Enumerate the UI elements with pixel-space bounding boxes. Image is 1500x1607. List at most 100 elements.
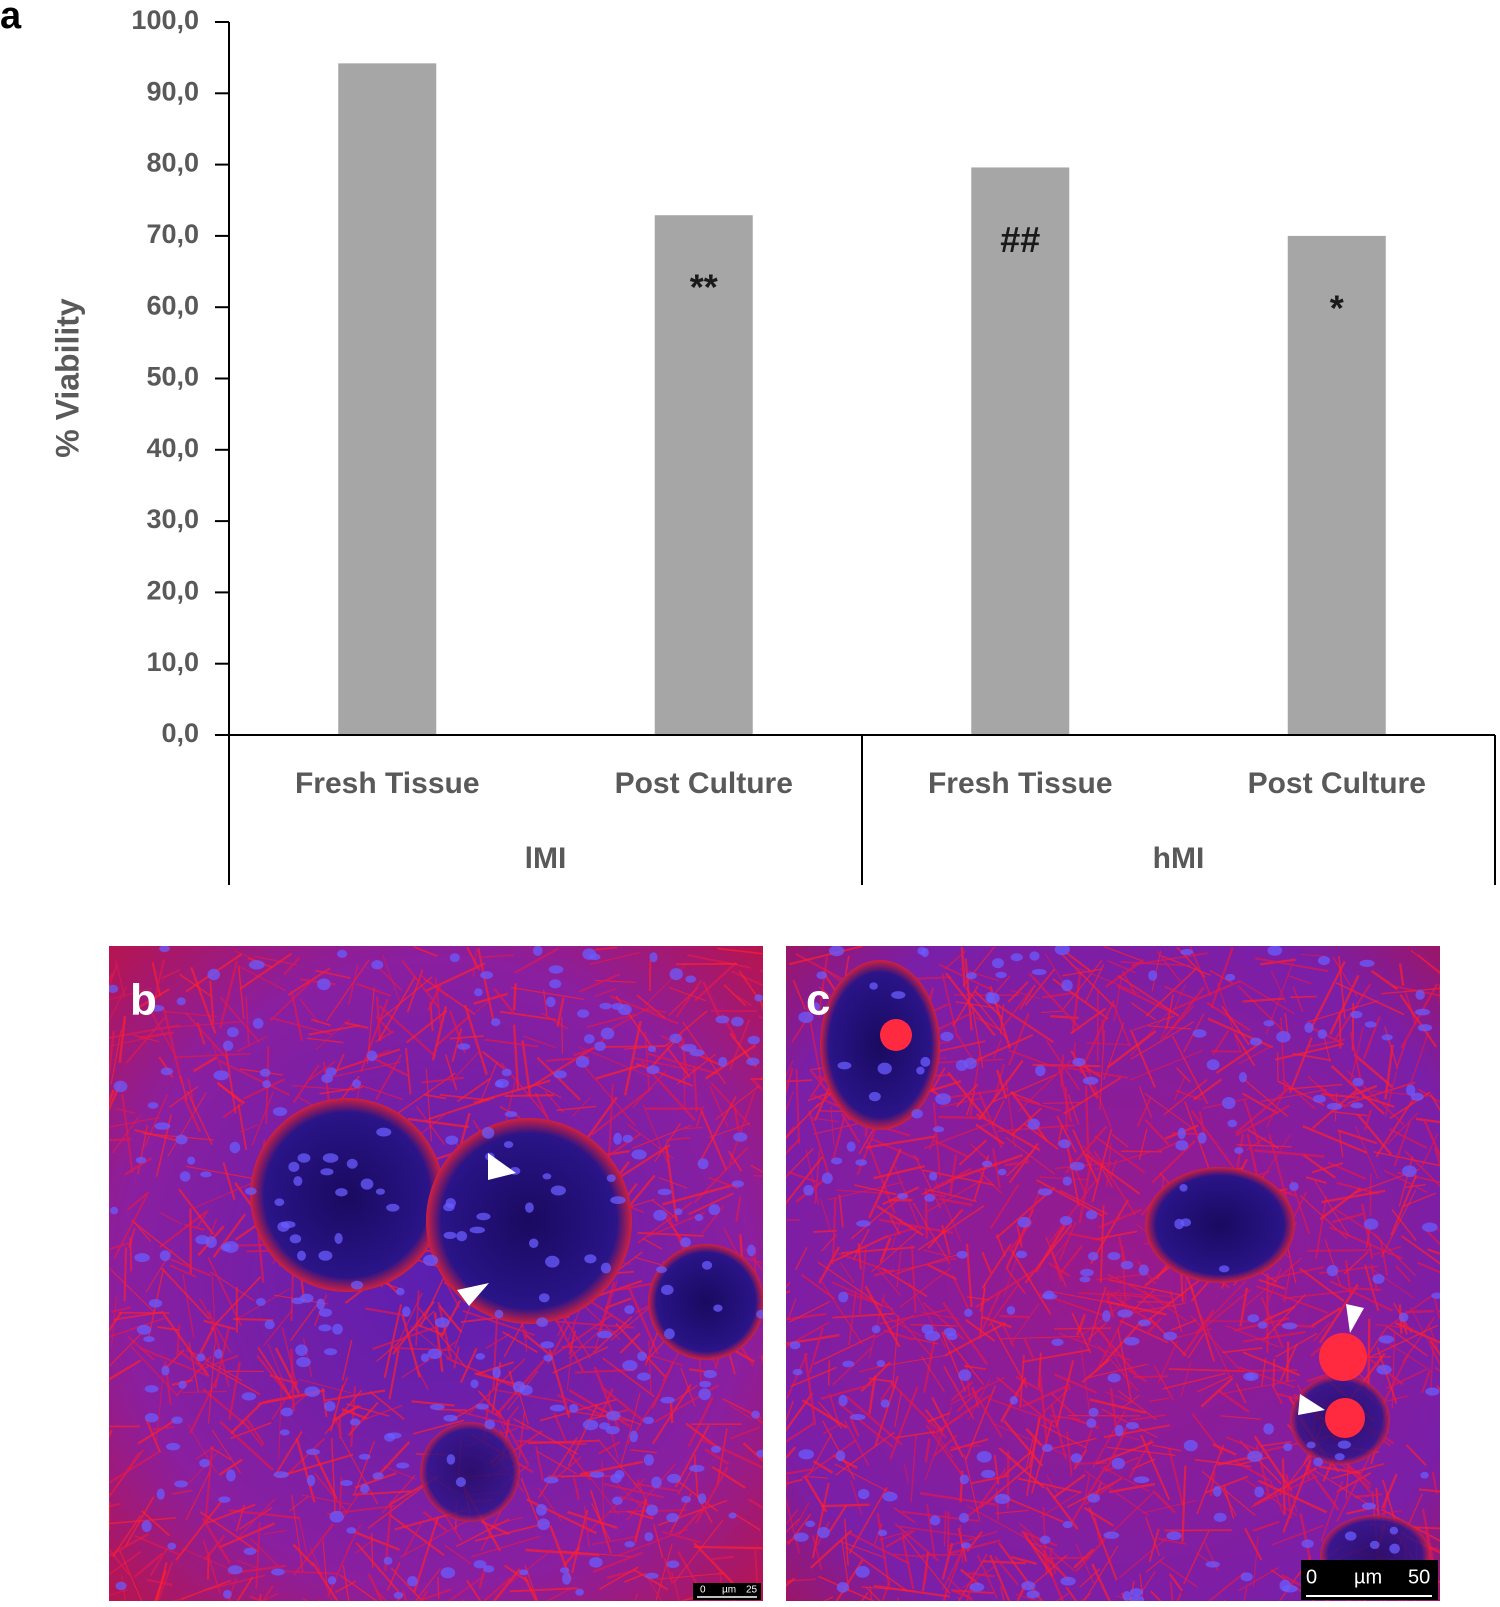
fiber <box>1073 1548 1095 1569</box>
nucleus <box>1107 1252 1121 1261</box>
fiber <box>1007 981 1029 1003</box>
nucleus <box>1058 1139 1071 1149</box>
fiber <box>658 1176 688 1189</box>
fiber <box>113 1310 164 1321</box>
fiber <box>594 1327 618 1333</box>
fiber <box>112 1514 142 1558</box>
fiber <box>389 1513 445 1556</box>
nucleus <box>271 1568 285 1576</box>
fiber <box>459 1348 478 1383</box>
nucleus <box>817 1527 830 1539</box>
nucleus <box>1079 1276 1091 1283</box>
nucleus <box>296 1356 311 1368</box>
nucleus <box>1398 1312 1409 1322</box>
fiber <box>1438 984 1440 1005</box>
nucleus <box>175 1134 188 1145</box>
fiber <box>124 1157 153 1176</box>
fiber <box>800 1273 836 1300</box>
fiber <box>236 1035 268 1053</box>
fiber <box>947 1577 973 1601</box>
fiber <box>1134 1571 1156 1601</box>
nucleus <box>685 975 697 983</box>
fiber <box>1171 1132 1205 1136</box>
fiber <box>598 1441 621 1455</box>
fiber <box>522 1035 557 1049</box>
fiber <box>603 1482 665 1499</box>
nucleus <box>921 1324 934 1335</box>
fiber <box>1350 1287 1382 1291</box>
nucleus <box>528 1238 539 1249</box>
fiber <box>223 1043 237 1114</box>
fiber <box>1060 1054 1065 1087</box>
fiber <box>1010 1091 1040 1105</box>
fiber <box>885 1529 915 1549</box>
fiber <box>289 1298 322 1342</box>
nucleus <box>469 1226 486 1234</box>
fiber <box>1057 1124 1063 1146</box>
fiber <box>255 1521 261 1589</box>
fiber <box>852 1228 870 1261</box>
nucleus <box>803 1184 814 1196</box>
fiber <box>1010 1249 1052 1315</box>
fiber <box>921 1180 954 1195</box>
fiber <box>786 1068 794 1096</box>
fiber <box>1118 1390 1157 1421</box>
nucleus <box>200 1171 212 1178</box>
nucleus <box>1267 946 1283 956</box>
fiber <box>491 1516 523 1526</box>
fiber <box>1429 1346 1440 1367</box>
fiber <box>1376 1347 1398 1404</box>
fiber <box>1103 1022 1125 1081</box>
fiber <box>1436 1384 1440 1392</box>
fiber <box>994 1556 1019 1586</box>
fiber <box>1003 1451 1032 1476</box>
fiber <box>574 1368 635 1374</box>
nucleus <box>272 1107 288 1117</box>
fiber <box>708 1555 735 1561</box>
arrowhead <box>1346 1304 1364 1333</box>
nucleus <box>1363 1218 1379 1230</box>
fiber <box>109 1429 113 1439</box>
nucleus <box>280 1407 294 1417</box>
fiber <box>1010 1107 1042 1136</box>
fiber <box>982 1560 1026 1565</box>
fiber <box>451 1028 463 1063</box>
nucleus <box>1061 979 1073 992</box>
fiber <box>1205 1475 1249 1494</box>
fiber <box>1242 1078 1289 1118</box>
fiber <box>945 972 996 1037</box>
fiber <box>956 1385 984 1413</box>
nucleus <box>756 1309 763 1319</box>
fiber <box>1056 1115 1077 1153</box>
fiber <box>1024 1223 1073 1284</box>
fiber <box>169 1085 199 1108</box>
fiber <box>1292 1052 1331 1062</box>
fiber <box>185 1165 265 1182</box>
nucleus <box>643 1416 655 1425</box>
fiber <box>1169 1581 1174 1601</box>
fiber <box>1324 1038 1331 1062</box>
fiber <box>602 1357 655 1398</box>
nucleus <box>504 1111 518 1118</box>
nucleus <box>346 1158 358 1169</box>
fiber <box>1242 997 1285 1003</box>
fiber <box>976 1113 1041 1152</box>
fiber <box>1005 1267 1026 1294</box>
fiber <box>199 1327 215 1354</box>
nucleus <box>1059 1215 1073 1226</box>
fiber <box>979 1282 986 1339</box>
nucleus <box>733 1132 748 1142</box>
fiber <box>514 947 559 974</box>
fiber <box>716 1428 728 1486</box>
fiber <box>812 1460 834 1474</box>
fiber <box>1196 1444 1225 1515</box>
fiber <box>657 1572 724 1580</box>
fiber <box>1048 1556 1090 1560</box>
fiber <box>1092 1410 1126 1468</box>
nucleus <box>656 1266 667 1273</box>
nucleus <box>494 1309 504 1319</box>
fiber <box>615 1322 667 1379</box>
fiber <box>956 1033 974 1061</box>
nucleus <box>644 1532 654 1542</box>
nucleus <box>435 1317 450 1328</box>
